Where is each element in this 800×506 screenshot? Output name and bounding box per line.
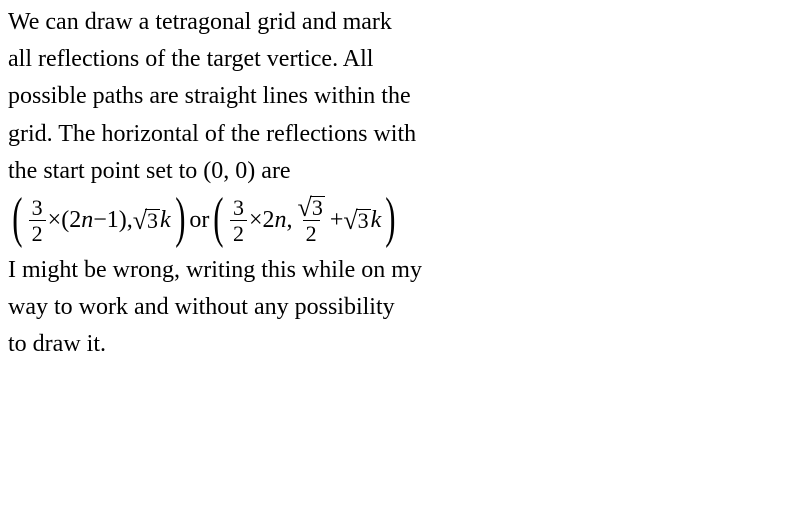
text-line-1: We can draw a tetragonal grid and mark — [8, 4, 792, 41]
math-expression-line: ( 3 2 × (2 n −1), √ 3 k ) or ( 3 2 ×2 n … — [8, 190, 792, 252]
open-2: (2 — [61, 202, 81, 239]
or-text: or — [189, 202, 209, 239]
fraction-sqrt3-over-2: √ 3 2 — [295, 196, 328, 245]
fraction-denominator: 2 — [303, 220, 320, 245]
var-k-b: k — [371, 202, 382, 239]
text-line-7: I might be wrong, writing this while on … — [8, 252, 792, 289]
text-line-3: possible paths are straight lines within… — [8, 78, 792, 115]
document-body: We can draw a tetragonal grid and mark a… — [0, 0, 800, 364]
text-line-9: to draw it. — [8, 326, 792, 363]
fraction-denominator: 2 — [230, 220, 247, 245]
left-paren-2: ( — [214, 190, 224, 246]
text-line-8: way to work and without any possibility — [8, 289, 792, 326]
var-n-a: n — [81, 202, 93, 239]
fraction-3-over-2-a: 3 2 — [29, 196, 46, 245]
sqrt3-num: √ 3 — [298, 196, 325, 219]
surd-icon: √ — [133, 210, 147, 232]
right-paren-1: ) — [175, 190, 185, 246]
times-sign-a: × — [48, 202, 62, 239]
fraction-3-over-2-b: 3 2 — [230, 196, 247, 245]
surd-icon: √ — [343, 210, 357, 232]
right-paren-2: ) — [385, 190, 395, 246]
text-line-4: grid. The horizontal of the reflections … — [8, 116, 792, 153]
plus-sign: + — [330, 202, 344, 239]
times-2n: ×2 — [249, 202, 275, 239]
left-paren-1: ( — [12, 190, 22, 246]
radicand: 3 — [310, 196, 325, 219]
var-n-b: n — [275, 202, 287, 239]
text-line-2: all reflections of the target vertice. A… — [8, 41, 792, 78]
radicand: 3 — [145, 209, 160, 232]
surd-icon: √ — [298, 197, 312, 219]
sqrt3-c: √ 3 — [343, 209, 370, 232]
minus-1-close-comma: −1), — [93, 202, 133, 239]
text-line-5: the start point set to (0, 0) are — [8, 153, 792, 190]
fraction-denominator: 2 — [29, 220, 46, 245]
var-k-a: k — [160, 202, 171, 239]
sqrt3-a: √ 3 — [133, 209, 160, 232]
fraction-numerator: 3 — [29, 196, 46, 220]
comma-b: , — [287, 202, 293, 239]
fraction-numerator: 3 — [230, 196, 247, 220]
fraction-numerator-sqrt: √ 3 — [295, 196, 328, 220]
